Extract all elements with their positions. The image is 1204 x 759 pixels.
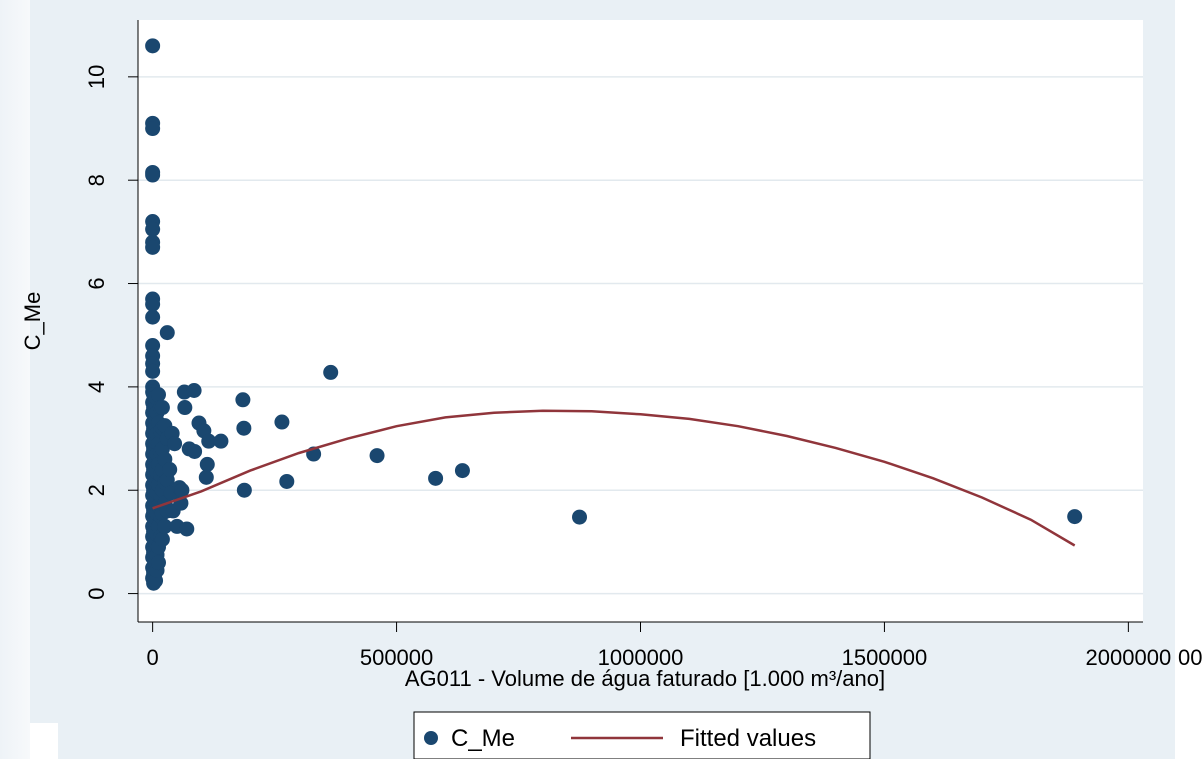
- data-point-138: [454, 463, 470, 479]
- legend-label-c-me: C_Me: [451, 725, 515, 752]
- data-point-137: [428, 470, 444, 486]
- data-point-98: [154, 531, 170, 547]
- data-point-84: [150, 555, 166, 571]
- data-point-118: [177, 400, 193, 416]
- data-point-121: [186, 383, 202, 399]
- data-point-8: [145, 239, 161, 255]
- data-point-131: [236, 482, 252, 498]
- data-point-2: [145, 121, 161, 137]
- fitted-values-line: [152, 409, 1076, 547]
- data-point-10: [145, 296, 161, 312]
- data-point-92: [154, 400, 170, 416]
- data-point-136: [369, 448, 385, 464]
- legend-marker-c-me: [424, 731, 438, 745]
- data-point-132: [274, 414, 290, 430]
- data-point-125: [198, 469, 214, 485]
- data-point-6: [145, 221, 161, 237]
- data-point-128: [213, 433, 229, 449]
- plot-area: [138, 20, 1143, 622]
- legend-box: [413, 711, 871, 759]
- data-point-130: [236, 420, 252, 436]
- legend: C_Me Fitted values: [413, 711, 871, 759]
- x-tick-overflow-label: 00: [1178, 645, 1202, 670]
- y-tick-label-1: 2: [84, 484, 109, 496]
- data-point-122: [187, 443, 203, 459]
- data-point-108: [162, 462, 178, 478]
- gridlines: [138, 76, 1143, 595]
- data-point-126: [199, 456, 215, 472]
- axis-labels: C_Me AG011 - Volume de água faturado [1.…: [20, 292, 1202, 691]
- data-point-0: [145, 38, 161, 54]
- x-tick-label-0: 0: [147, 645, 159, 670]
- legend-label-fitted-values: Fitted values: [680, 725, 816, 752]
- y-tick-label-0: 0: [84, 587, 109, 599]
- data-point-11: [145, 309, 161, 325]
- x-axis-title: AG011 - Volume de água faturado [1.000 m…: [405, 666, 885, 691]
- data-point-103: [157, 518, 173, 534]
- data-point-129: [235, 392, 251, 408]
- y-tick-label-4: 8: [84, 174, 109, 186]
- y-tick-label-3: 6: [84, 277, 109, 289]
- data-series: [145, 38, 1083, 591]
- data-point-15: [145, 363, 161, 379]
- y-tick-label-2: 4: [84, 381, 109, 393]
- axes: 0 2 4 6 8 10 0 500000 1000000 1500000 2000000: [84, 20, 1171, 670]
- background-left-strip: [0, 0, 30, 759]
- data-point-4: [145, 167, 161, 183]
- data-point-119: [179, 521, 195, 537]
- data-point-139: [572, 509, 588, 525]
- x-tick-label-3: 1500000: [842, 645, 928, 670]
- y-tick-label-5: 10: [84, 65, 109, 89]
- x-tick-label-4: 2000000: [1086, 645, 1172, 670]
- data-point-116: [174, 482, 190, 498]
- data-point-112: [167, 436, 183, 452]
- data-point-76: [150, 387, 166, 403]
- data-point-133: [279, 473, 295, 489]
- x-tick-label-1: 500000: [360, 645, 433, 670]
- data-point-140: [1067, 509, 1083, 525]
- data-point-12: [145, 338, 161, 354]
- data-point-127: [201, 433, 217, 449]
- x-tick-label-2: 1000000: [598, 645, 684, 670]
- data-point-104: [159, 325, 175, 341]
- data-point-135: [323, 364, 339, 380]
- y-axis-title: C_Me: [20, 292, 45, 351]
